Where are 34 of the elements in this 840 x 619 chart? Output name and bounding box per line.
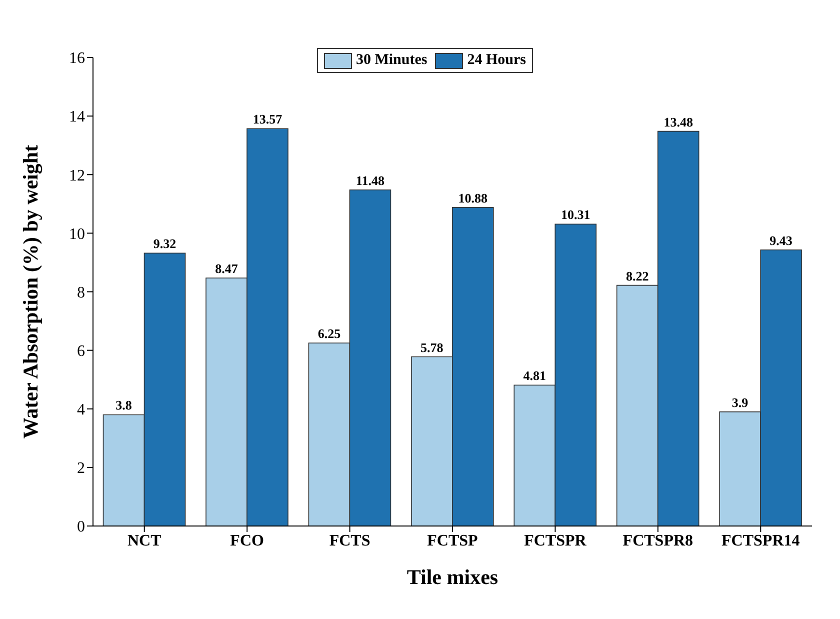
x-tick-label: NCT <box>127 532 162 550</box>
y-tick-label: 0 <box>77 518 85 536</box>
data-label: 11.48 <box>356 172 385 188</box>
data-label: 10.31 <box>561 207 590 222</box>
data-label: 3.8 <box>116 398 132 413</box>
data-label: 10.88 <box>458 190 488 206</box>
data-label: 9.43 <box>770 232 793 248</box>
data-label: 5.78 <box>420 340 444 355</box>
data-label: 8.22 <box>626 268 649 284</box>
x-tick-label: FCTSPR8 <box>622 532 694 550</box>
y-tick-label: 2 <box>77 460 85 478</box>
x-tick-label: FCTSPR <box>524 532 587 550</box>
x-tick-label: FCTSP <box>427 532 478 550</box>
legend-label: 24 Hours <box>466 52 526 69</box>
data-label: 13.48 <box>664 114 694 130</box>
x-axis-title: Tile mixes <box>406 565 498 589</box>
data-label: 4.81 <box>523 368 546 384</box>
y-axis-title: Water Absorption (%) by weight <box>18 144 42 439</box>
y-tick-label: 8 <box>77 284 85 302</box>
y-tick-label: 6 <box>77 342 85 360</box>
x-tick-label: FCTS <box>329 532 370 550</box>
data-label: 13.57 <box>252 112 283 127</box>
data-label: 6.25 <box>318 326 342 341</box>
x-tick-label: FCTSPR14 <box>722 532 800 550</box>
x-tick-label: FCO <box>230 532 264 550</box>
y-tick-label: 4 <box>77 402 85 419</box>
legend-label: 30 Minutes <box>354 52 428 69</box>
data-label: 9.32 <box>153 236 176 252</box>
y-tick-label: 14 <box>69 108 85 126</box>
data-label: 3.9 <box>732 394 749 410</box>
y-tick-label: 16 <box>69 50 85 68</box>
data-label: 8.47 <box>215 260 238 276</box>
y-tick-label: 10 <box>69 226 85 243</box>
y-tick-label: 12 <box>69 167 85 184</box>
